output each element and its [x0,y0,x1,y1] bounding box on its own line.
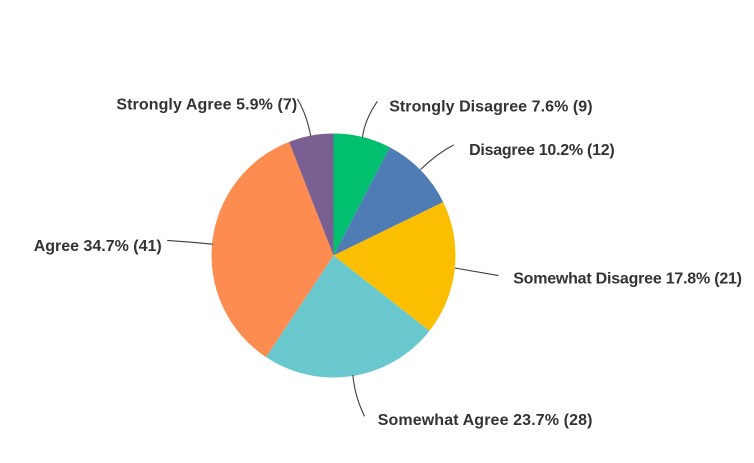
svg-text:Disagree 10.2% (12): Disagree 10.2% (12) [469,142,614,159]
svg-text:Agree 34.7% (41): Agree 34.7% (41) [34,238,162,255]
svg-text:Somewhat Disagree 17.8% (21): Somewhat Disagree 17.8% (21) [513,271,742,288]
svg-text:Strongly Disagree 7.6% (9): Strongly Disagree 7.6% (9) [389,99,592,116]
svg-text:Somewhat Agree 23.7% (28): Somewhat Agree 23.7% (28) [378,412,593,429]
svg-text:Strongly Agree 5.9% (7): Strongly Agree 5.9% (7) [116,96,297,113]
